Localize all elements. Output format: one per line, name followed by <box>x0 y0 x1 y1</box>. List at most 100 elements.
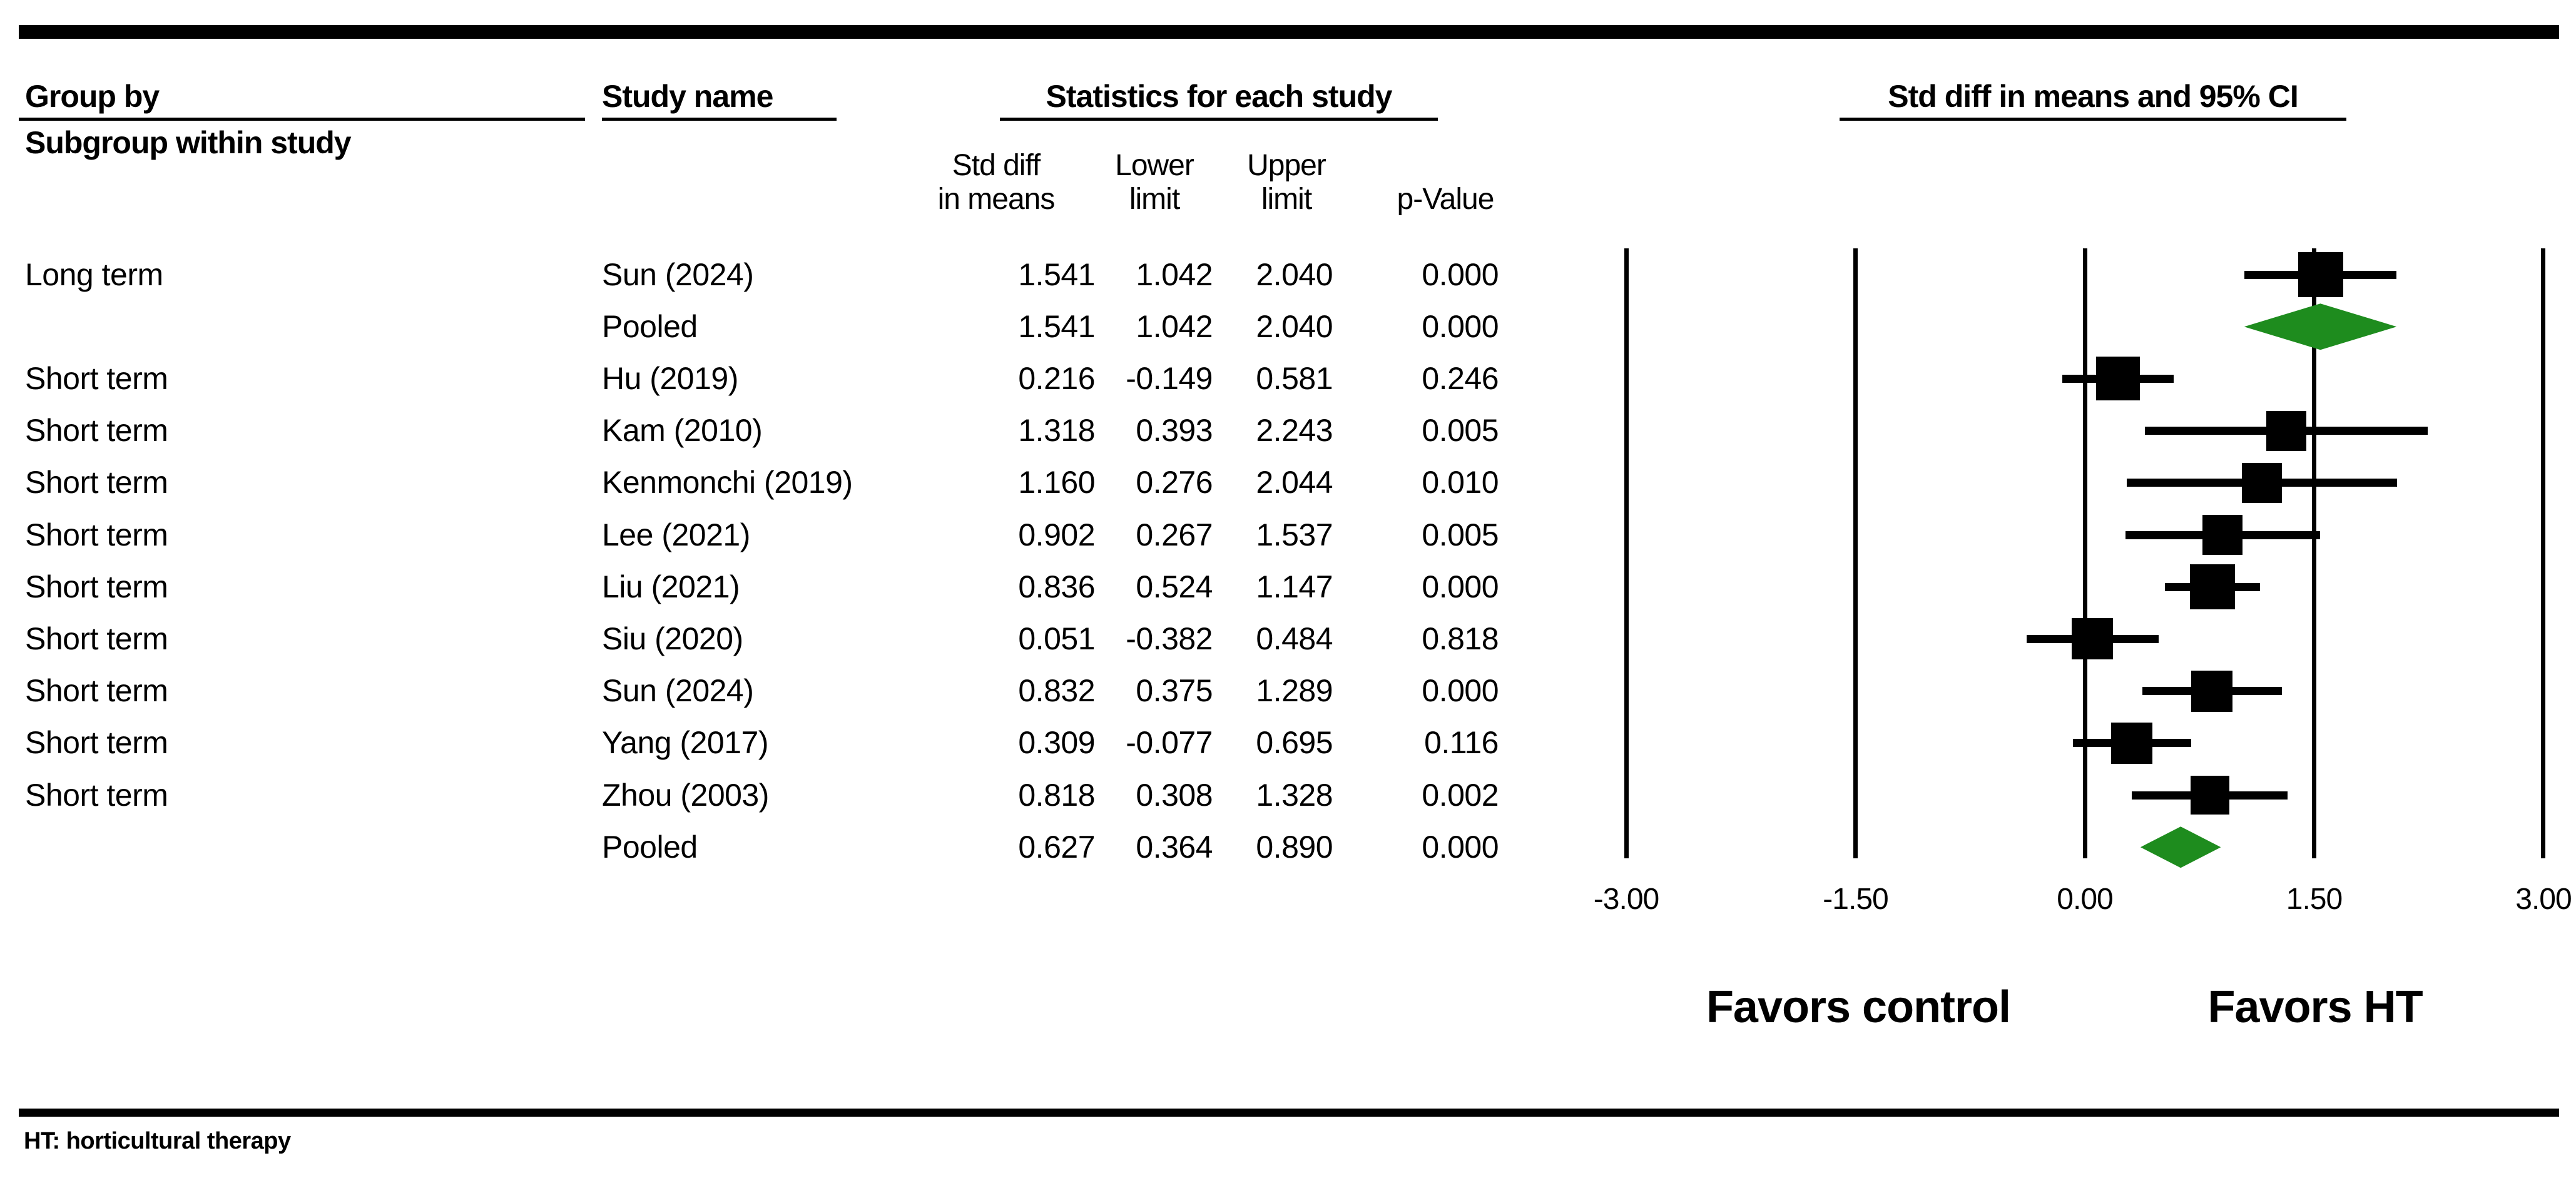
group-label: Short term <box>25 465 168 500</box>
p-value: 0.000 <box>1422 673 1499 709</box>
upper-limit-value: 0.695 <box>1256 725 1333 761</box>
std-diff-value: 0.216 <box>1018 360 1095 396</box>
p-value: 0.000 <box>1422 256 1499 292</box>
axis-gridline <box>1624 248 1629 858</box>
pooled-diamond <box>2140 826 2221 868</box>
axis-gridline <box>2082 248 2087 858</box>
lower-limit-value: 0.276 <box>1136 465 1213 500</box>
group-label: Short term <box>25 413 168 449</box>
study-name: Sun (2024) <box>602 673 754 709</box>
lower-limit-value: -0.077 <box>1126 725 1213 761</box>
lower-limit-col-header-line1: Lower <box>1115 149 1194 182</box>
p-value: 0.000 <box>1422 308 1499 344</box>
statistics-underline <box>1000 118 1438 121</box>
p-value: 0.005 <box>1422 517 1499 552</box>
p-value: 0.246 <box>1422 360 1499 396</box>
lower-limit-value: 0.393 <box>1136 413 1213 449</box>
top-rule <box>19 25 2559 39</box>
lower-limit-value: 0.524 <box>1136 569 1213 604</box>
group-label: Short term <box>25 569 168 604</box>
std-diff-value: 1.318 <box>1018 413 1095 449</box>
p-value-col-header: p-Value <box>1397 183 1495 216</box>
effect-square <box>2190 776 2229 815</box>
p-value: 0.116 <box>1424 725 1499 761</box>
study-name: Yang (2017) <box>602 725 768 761</box>
p-value: 0.002 <box>1422 777 1499 813</box>
effect-square <box>2191 670 2233 712</box>
group-label: Short term <box>25 517 168 552</box>
std-diff-value: 0.627 <box>1018 829 1095 865</box>
p-value: 0.005 <box>1422 413 1499 449</box>
study-name-header: Study name <box>602 79 773 114</box>
plot-title-underline <box>1840 118 2346 121</box>
pooled-diamond <box>2244 303 2397 350</box>
std-diff-value: 0.902 <box>1018 517 1095 552</box>
lower-limit-value: 0.308 <box>1136 777 1213 813</box>
upper-limit-value: 2.243 <box>1256 413 1333 449</box>
axis-gridline <box>2311 248 2316 858</box>
upper-limit-value: 0.484 <box>1256 621 1333 656</box>
axis-tick-label: 0.00 <box>2057 883 2113 916</box>
study-name: Kenmonchi (2019) <box>602 465 853 500</box>
effect-square <box>2266 410 2307 451</box>
upper-limit-value: 1.289 <box>1256 673 1333 709</box>
group-label: Short term <box>25 621 168 656</box>
effect-square <box>2298 252 2343 297</box>
axis-tick-label: -3.00 <box>1593 883 1659 916</box>
lower-limit-value: -0.149 <box>1126 360 1213 396</box>
lower-limit-col-header-line2: limit <box>1129 183 1180 216</box>
upper-limit-value: 2.044 <box>1256 465 1333 500</box>
lower-limit-value: 1.042 <box>1136 308 1213 344</box>
study-name: Pooled <box>602 829 698 865</box>
lower-limit-value: 0.375 <box>1136 673 1213 709</box>
bottom-rule <box>19 1109 2559 1117</box>
p-value: 0.818 <box>1422 621 1499 656</box>
std-diff-value: 0.051 <box>1018 621 1095 656</box>
study-name: Kam (2010) <box>602 413 763 449</box>
effect-square <box>2190 564 2236 610</box>
subgroup-header: Subgroup within study <box>25 125 352 160</box>
group-label: Short term <box>25 777 168 813</box>
lower-limit-value: -0.382 <box>1126 621 1213 656</box>
effect-square <box>2072 618 2114 660</box>
std-diff-col-header-line1: Std diff <box>952 149 1041 182</box>
p-value: 0.000 <box>1422 829 1499 865</box>
group-label: Short term <box>25 360 168 396</box>
axis-gridline <box>1853 248 1858 858</box>
upper-limit-value: 1.328 <box>1256 777 1333 813</box>
statistics-header: Statistics for each study <box>1046 79 1393 114</box>
lower-limit-value: 0.364 <box>1136 829 1213 865</box>
favors-ht-label: Favors HT <box>2207 982 2423 1032</box>
study-name: Hu (2019) <box>602 360 738 396</box>
upper-limit-value: 1.537 <box>1256 517 1333 552</box>
p-value: 0.010 <box>1422 465 1499 500</box>
study-name: Zhou (2003) <box>602 777 769 813</box>
group-by-underline <box>19 118 585 121</box>
study-name: Pooled <box>602 308 698 344</box>
effect-square <box>2242 462 2283 503</box>
group-label: Short term <box>25 673 168 709</box>
upper-limit-value: 2.040 <box>1256 308 1333 344</box>
study-name: Liu (2021) <box>602 569 740 604</box>
upper-limit-value: 1.147 <box>1256 569 1333 604</box>
study-name-underline <box>602 118 837 121</box>
effect-square <box>2202 515 2243 555</box>
group-label: Short term <box>25 725 168 761</box>
upper-limit-value: 0.581 <box>1256 360 1333 396</box>
study-name: Sun (2024) <box>602 256 754 292</box>
upper-limit-col-header-line2: limit <box>1261 183 1312 216</box>
std-diff-col-header-line2: in means <box>937 183 1056 216</box>
upper-limit-value: 2.040 <box>1256 256 1333 292</box>
group-by-header: Group by <box>25 79 160 114</box>
std-diff-value: 1.541 <box>1018 308 1095 344</box>
axis-gridline <box>2541 248 2546 858</box>
plot-title-header: Std diff in means and 95% CI <box>1888 79 2298 114</box>
std-diff-value: 0.309 <box>1018 725 1095 761</box>
effect-square <box>2111 722 2153 764</box>
std-diff-value: 0.836 <box>1018 569 1095 604</box>
axis-tick-label: 3.00 <box>2515 883 2572 916</box>
effect-square <box>2095 357 2140 401</box>
std-diff-value: 1.160 <box>1018 465 1095 500</box>
favors-control-label: Favors control <box>1706 982 2011 1032</box>
